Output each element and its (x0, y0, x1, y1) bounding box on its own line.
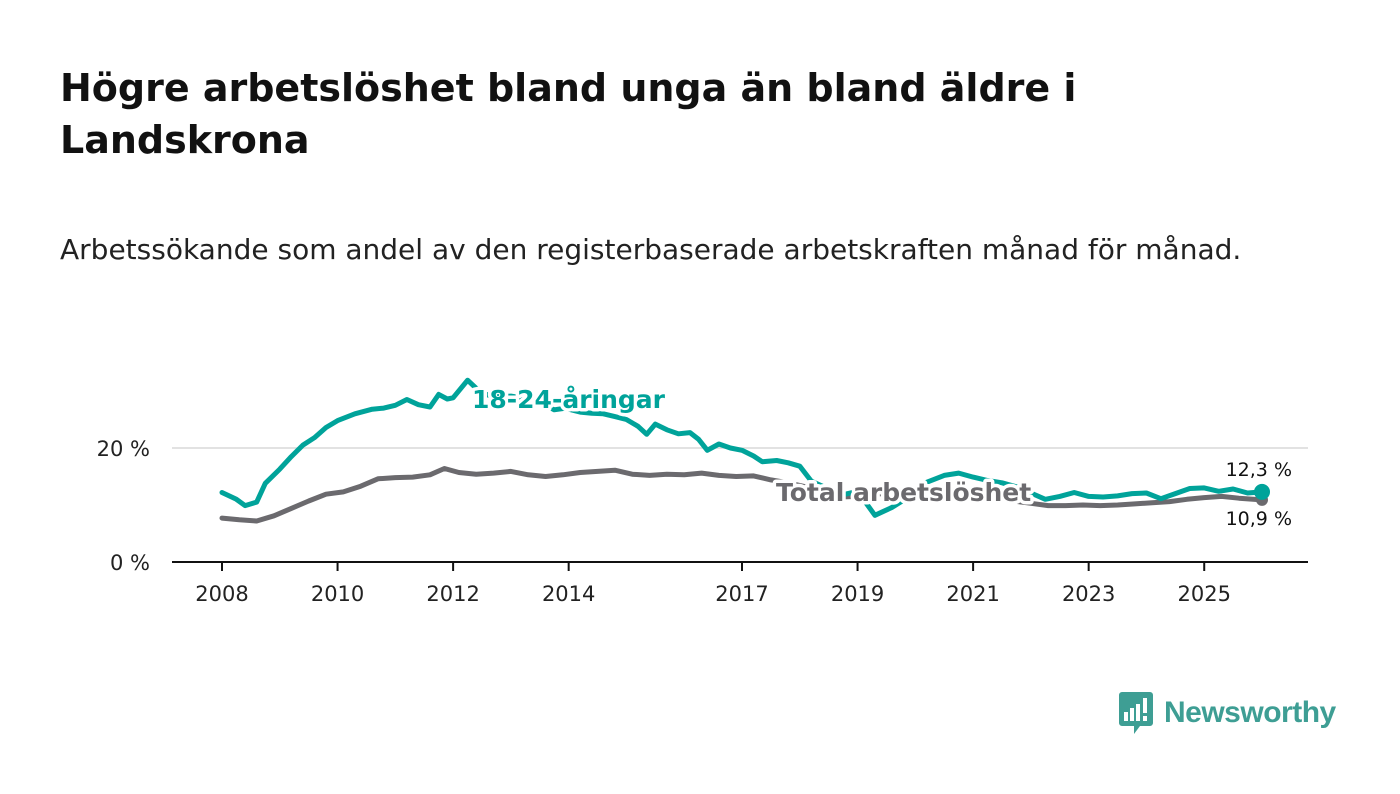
page-title: Högre arbetslöshet bland unga än bland ä… (60, 66, 1077, 162)
x-tick-label: 2023 (1062, 582, 1115, 606)
series-label-total-halo: Total arbetslöshet (776, 478, 1031, 507)
chart-series (219, 377, 1270, 524)
newsworthy-logo-icon (1119, 692, 1153, 734)
x-tick-label: 2014 (542, 582, 595, 606)
y-tick-label: 20 % (97, 437, 150, 461)
brand-name: Newsworthy (1164, 696, 1336, 729)
chart-axes: 0 % 20 % 2008 2010 2012 2014 2017 2019 2021 2023 2… (97, 437, 1308, 606)
page-subtitle: Arbetssökande som andel av den registerb… (60, 233, 1242, 266)
series-label-youth-halo: 18-24-åringar (472, 385, 666, 414)
end-value-label-youth: 12,3 % (1226, 459, 1292, 481)
x-tick-label: 2012 (426, 582, 479, 606)
y-tick-label: 0 % (110, 551, 150, 575)
x-tick-label: 2021 (946, 582, 999, 606)
x-tick-label: 2017 (715, 582, 768, 606)
series-line-total (219, 466, 1265, 524)
x-tick-label: 2025 (1177, 582, 1230, 606)
series-line-youth (219, 377, 1265, 518)
x-tick-label: 2010 (311, 582, 364, 606)
series-endpoint-youth (1254, 483, 1270, 500)
series-label-youth: 18-24-åringar (472, 385, 666, 414)
x-tick-label: 2008 (195, 582, 248, 606)
brand-logo[interactable]: Newsworthy (1118, 690, 1336, 736)
series-label-total: Total arbetslöshet (776, 478, 1031, 507)
x-tick-label: 2019 (831, 582, 884, 606)
end-value-label-total: 10,9 % (1226, 508, 1292, 530)
